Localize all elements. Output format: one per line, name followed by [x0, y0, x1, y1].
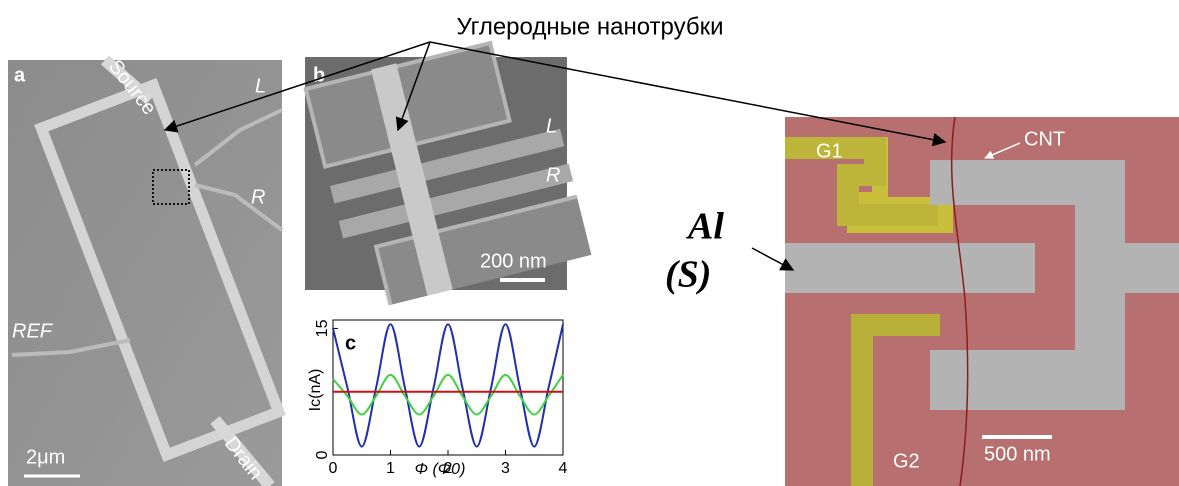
header-title: Углеродные нанотрубки [456, 13, 723, 40]
panel-letter: c [345, 332, 356, 354]
l-label: L [546, 115, 557, 137]
g1-label: G1 [816, 140, 843, 162]
panel-letter: a [14, 64, 26, 86]
x-tick-label: 0 [329, 460, 338, 477]
y-tick-label: 15 [314, 319, 331, 337]
chart: c Ic(nA) Φ (Φ0) 0 15 0 1 2 3 4 [307, 319, 567, 478]
x-axis-label: Φ (Φ0) [415, 461, 466, 478]
scale-label: 500 nm [984, 443, 1051, 465]
panel-right: G1 CNT G2 500 nm [785, 117, 1179, 486]
material-label: Al [686, 206, 724, 248]
r-label: R [251, 186, 265, 208]
x-tick-label: 3 [501, 460, 510, 477]
l-label: L [255, 75, 266, 97]
figure: a Source L R REF Drain 2μm b L R 200 nm [0, 0, 1179, 486]
scale-label: 200 nm [480, 250, 547, 272]
panel-a: a Source L R REF Drain 2μm [8, 56, 282, 486]
x-tick-label: 4 [559, 460, 568, 477]
panel-letter: b [313, 64, 325, 86]
material-note: (S) [665, 254, 711, 296]
series-line [333, 324, 563, 446]
panel-b: b L R 200 nm [301, 7, 619, 332]
scale-label: 2μm [26, 446, 65, 468]
g2-label: G2 [893, 450, 920, 472]
x-tick-label: 2 [444, 460, 453, 477]
r-label: R [546, 164, 560, 186]
y-axis-label: Ic(nA) [307, 369, 324, 412]
series-line [333, 375, 563, 415]
ref-label: REF [12, 320, 54, 342]
cnt-label: CNT [1024, 128, 1065, 150]
x-tick-label: 1 [386, 460, 395, 477]
y-tick-label: 0 [314, 450, 331, 459]
